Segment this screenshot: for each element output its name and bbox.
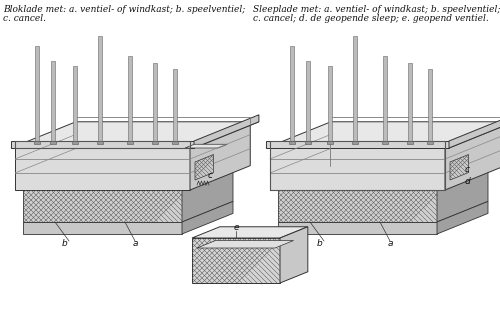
Polygon shape xyxy=(270,124,500,148)
Text: c. cancel.: c. cancel. xyxy=(3,14,46,23)
Polygon shape xyxy=(153,63,157,141)
Polygon shape xyxy=(73,66,77,141)
Polygon shape xyxy=(15,124,250,148)
Polygon shape xyxy=(15,148,190,190)
Polygon shape xyxy=(192,227,308,238)
Polygon shape xyxy=(289,141,295,144)
Polygon shape xyxy=(35,46,39,141)
Text: e: e xyxy=(233,223,239,233)
Polygon shape xyxy=(278,190,437,222)
Polygon shape xyxy=(445,124,500,190)
Text: Bloklade met: a. ventiel- of windkast; b. speelventiel;: Bloklade met: a. ventiel- of windkast; b… xyxy=(3,5,245,14)
Polygon shape xyxy=(23,222,182,234)
Polygon shape xyxy=(11,141,194,148)
Text: c: c xyxy=(208,171,212,179)
Polygon shape xyxy=(185,144,228,148)
Polygon shape xyxy=(152,141,158,144)
Text: b: b xyxy=(62,239,68,249)
Polygon shape xyxy=(51,61,55,141)
Text: c. cancel; d. de geopende sleep; e. geopend ventiel.: c. cancel; d. de geopende sleep; e. geop… xyxy=(253,14,489,23)
Polygon shape xyxy=(197,240,294,248)
Polygon shape xyxy=(266,141,449,148)
Polygon shape xyxy=(34,141,40,144)
Polygon shape xyxy=(270,148,445,190)
Polygon shape xyxy=(98,36,102,141)
Polygon shape xyxy=(182,201,233,234)
Text: a: a xyxy=(387,239,393,249)
Polygon shape xyxy=(427,141,433,144)
Text: c: c xyxy=(464,166,469,175)
Polygon shape xyxy=(407,141,413,144)
Polygon shape xyxy=(266,122,500,148)
Polygon shape xyxy=(190,124,250,190)
Polygon shape xyxy=(449,115,500,148)
Text: Sleeplade met: a. ventiel- of windkast; b. speelventiel;: Sleeplade met: a. ventiel- of windkast; … xyxy=(253,5,500,14)
Polygon shape xyxy=(278,222,437,234)
Polygon shape xyxy=(72,141,78,144)
Polygon shape xyxy=(382,141,388,144)
Polygon shape xyxy=(328,66,332,141)
Polygon shape xyxy=(437,169,488,222)
Polygon shape xyxy=(352,141,358,144)
Polygon shape xyxy=(408,63,412,141)
Polygon shape xyxy=(23,190,182,222)
Polygon shape xyxy=(173,69,177,141)
Polygon shape xyxy=(280,227,308,283)
Polygon shape xyxy=(437,201,488,234)
Polygon shape xyxy=(306,61,310,141)
Polygon shape xyxy=(428,69,432,141)
Polygon shape xyxy=(128,56,132,141)
Polygon shape xyxy=(11,122,259,148)
Polygon shape xyxy=(353,36,357,141)
Polygon shape xyxy=(50,141,56,144)
Polygon shape xyxy=(182,169,233,222)
Polygon shape xyxy=(195,155,214,180)
Polygon shape xyxy=(450,155,468,180)
Polygon shape xyxy=(172,141,178,144)
Text: a: a xyxy=(132,239,138,249)
Polygon shape xyxy=(127,141,133,144)
Polygon shape xyxy=(194,115,259,148)
Polygon shape xyxy=(327,141,333,144)
Polygon shape xyxy=(305,141,311,144)
Polygon shape xyxy=(97,141,103,144)
Polygon shape xyxy=(290,46,294,141)
Text: b: b xyxy=(317,239,323,249)
Polygon shape xyxy=(383,56,387,141)
Polygon shape xyxy=(192,238,280,283)
Text: d: d xyxy=(464,177,470,187)
